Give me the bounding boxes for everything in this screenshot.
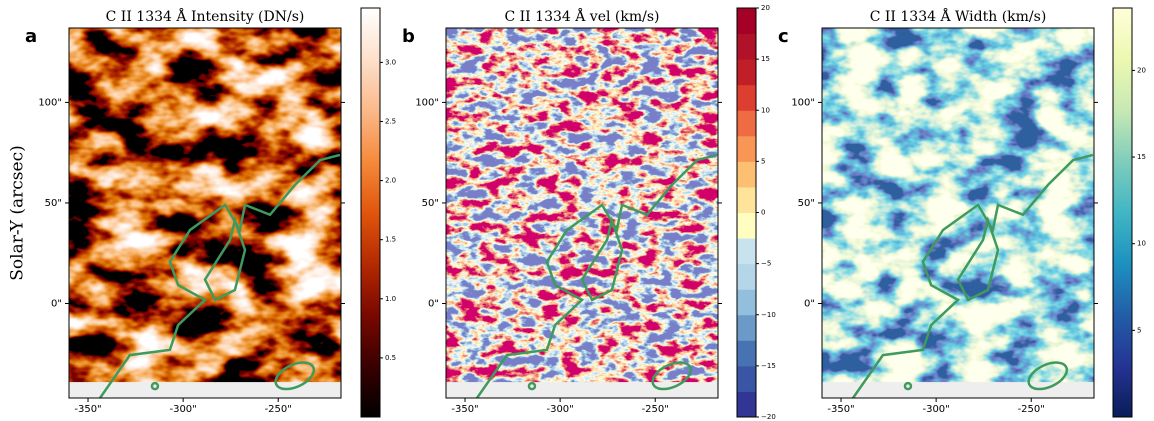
colorbar-frame [360, 7, 381, 418]
colorbar-band [737, 365, 756, 392]
colorbar-tick-label: −20 [761, 413, 776, 421]
colorbar-tick-label: 5 [761, 157, 765, 165]
colorbar-tick-label: −10 [761, 311, 776, 319]
y-tick-label: 100" [791, 97, 815, 108]
image-map [446, 28, 718, 398]
colorbar-band [737, 84, 756, 111]
y-tick-label: 0" [51, 298, 62, 309]
colorbar-fill [361, 8, 380, 417]
x-tick-label: -300" [546, 404, 573, 415]
contour [1027, 361, 1069, 391]
colorbar-tick-label: −5 [761, 260, 771, 268]
colorbar-tick-label: 20 [1137, 66, 1146, 74]
image-panel [822, 28, 1094, 398]
colorbar-frame [1112, 7, 1133, 418]
image-map [822, 28, 1094, 398]
contour [580, 215, 624, 302]
colorbar-band [737, 238, 756, 265]
colorbar-tick-label: 2.5 [385, 117, 396, 125]
y-tick-label: 0" [428, 298, 439, 309]
colorbar-band [737, 314, 756, 341]
image-panel [446, 28, 718, 398]
panel-title: C II 1334 Å vel (km/s) [504, 7, 659, 25]
contour [527, 381, 537, 391]
y-tick-label: 100" [415, 97, 439, 108]
plot-frame [445, 27, 719, 399]
colorbar-band [737, 212, 756, 239]
plot-frame [68, 27, 342, 399]
contour [651, 361, 693, 391]
contour [956, 215, 1000, 302]
colorbar-band [737, 289, 756, 316]
contour [203, 215, 247, 302]
contour [851, 153, 1094, 398]
colorbar-tick-label: 10 [761, 106, 770, 114]
colorbar-tick-label: 15 [1137, 153, 1146, 161]
colorbar-band [737, 59, 756, 86]
no-data-strip [822, 382, 1094, 398]
image-map [69, 28, 341, 398]
colorbar-band [737, 110, 756, 137]
colorbar-tick-label: 0.5 [385, 354, 396, 362]
contour [274, 361, 316, 391]
panel-title: C II 1334 Å Intensity (DN/s) [106, 7, 305, 25]
x-tick-label: -250" [265, 404, 292, 415]
y-tick-label: 0" [804, 298, 815, 309]
x-tick-label: -300" [169, 404, 196, 415]
y-tick-label: 50" [798, 198, 815, 209]
x-tick-label: -300" [922, 404, 949, 415]
x-tick-label: -350" [74, 404, 101, 415]
colorbar-band [737, 161, 756, 188]
colorbar-tick-label: −15 [761, 362, 776, 370]
y-tick-label: 100" [38, 97, 62, 108]
no-data-strip [69, 382, 341, 398]
colorbar-band [737, 135, 756, 162]
contour [98, 153, 341, 398]
colorbar-tick-label: 0 [761, 209, 765, 217]
colorbar-tick-label: 15 [761, 55, 770, 63]
colorbar-band [737, 391, 756, 418]
x-tick-label: -250" [1018, 404, 1045, 415]
colorbar-band [737, 263, 756, 290]
image-panel [69, 28, 341, 398]
panel-title: C II 1334 Å Width (km/s) [870, 7, 1047, 25]
colorbar-tick-label: 2.0 [385, 177, 396, 185]
colorbar-band [737, 186, 756, 213]
y-tick-label: 50" [45, 198, 62, 209]
panel-label: c [778, 26, 789, 47]
colorbar-fill [1113, 8, 1132, 417]
y-axis-label: Solar-Y (arcsec) [8, 145, 28, 280]
panel-label: a [25, 26, 37, 47]
x-tick-label: -350" [451, 404, 478, 415]
colorbar-tick-label: 20 [761, 4, 770, 12]
no-data-strip [446, 382, 718, 398]
colorbar-band [737, 8, 756, 35]
colorbar-tick-label: 1.5 [385, 236, 396, 244]
x-tick-label: -250" [642, 404, 669, 415]
colorbar-tick-label: 5 [1137, 326, 1141, 334]
colorbar-tick-label: 10 [1137, 240, 1146, 248]
colorbar-band [737, 33, 756, 60]
plot-frame [821, 27, 1095, 399]
panel-label: b [402, 26, 415, 47]
colorbar-tick-label: 1.0 [385, 295, 396, 303]
contour [903, 381, 913, 391]
colorbar-band [737, 340, 756, 367]
x-tick-label: -350" [827, 404, 854, 415]
contour [475, 153, 718, 398]
colorbar-tick-label: 3.0 [385, 58, 396, 66]
y-tick-label: 50" [422, 198, 439, 209]
contour [150, 381, 160, 391]
